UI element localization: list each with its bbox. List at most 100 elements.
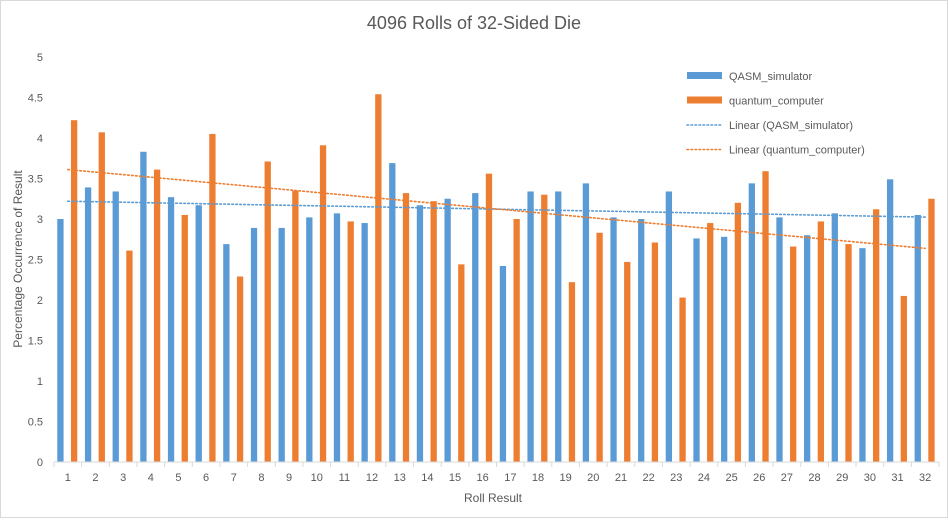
x-tick-label: 8 bbox=[258, 472, 264, 484]
legend-label: QASM_simulator bbox=[729, 71, 812, 83]
bar-quantum-computer-26 bbox=[762, 171, 769, 462]
x-tick-label: 25 bbox=[725, 472, 737, 484]
x-tick-label: 30 bbox=[864, 472, 876, 484]
legend-swatch-quantum-computer bbox=[687, 96, 722, 104]
bar-QASM-simulator-15 bbox=[444, 198, 451, 462]
legend: QASM_simulator quantum_computer Linear (QA… bbox=[686, 71, 865, 157]
bar-quantum-computer-6 bbox=[209, 133, 216, 462]
x-tick-label: 16 bbox=[477, 472, 489, 484]
bar-QASM-simulator-20 bbox=[582, 183, 590, 463]
x-tick-label: 15 bbox=[449, 472, 461, 484]
chart-title: 4096 Rolls of 32-Sided Die bbox=[367, 13, 581, 33]
bar-quantum-computer-3 bbox=[126, 250, 133, 462]
y-tick-label: 1 bbox=[37, 376, 43, 388]
x-tick-label: 19 bbox=[560, 472, 572, 484]
bar-QASM-simulator-11 bbox=[333, 213, 341, 462]
bar-QASM-simulator-17 bbox=[499, 265, 507, 462]
bar-quantum-computer-10 bbox=[319, 145, 327, 463]
bar-quantum-computer-18 bbox=[541, 194, 548, 462]
bar-QASM-simulator-9 bbox=[278, 227, 285, 462]
x-tick-label: 28 bbox=[808, 472, 820, 484]
x-tick-label: 4 bbox=[148, 472, 154, 484]
bar-quantum-computer-23 bbox=[679, 297, 686, 462]
bar-QASM-simulator-5 bbox=[167, 197, 175, 462]
x-tick-label: 27 bbox=[781, 472, 793, 484]
x-tick-label: 22 bbox=[642, 472, 654, 484]
bar-quantum-computer-11 bbox=[347, 221, 354, 462]
x-tick-label: 1 bbox=[65, 472, 71, 484]
bar-QASM-simulator-12 bbox=[361, 223, 368, 462]
bar-quantum-computer-15 bbox=[458, 264, 465, 462]
bar-quantum-computer-17 bbox=[513, 219, 520, 462]
bar-QASM-simulator-28 bbox=[803, 235, 811, 462]
bar-quantum-computer-30 bbox=[873, 209, 880, 462]
bar-QASM-simulator-30 bbox=[859, 248, 866, 462]
bar-quantum-computer-27 bbox=[790, 246, 797, 462]
bar-QASM-simulator-22 bbox=[638, 219, 645, 462]
bar-quantum-computer-24 bbox=[707, 223, 714, 462]
bar-QASM-simulator-2 bbox=[84, 187, 92, 462]
bar-quantum-computer-7 bbox=[236, 276, 244, 462]
x-tick-label: 29 bbox=[836, 472, 848, 484]
y-axis-ticks: 0 0.5 1 1.5 2 2.5 3 3.5 4 4.5 5 bbox=[28, 52, 43, 469]
bar-quantum-computer-1 bbox=[70, 120, 78, 463]
x-tick-label: 12 bbox=[366, 472, 378, 484]
x-tick-label: 26 bbox=[753, 472, 765, 484]
bar-QASM-simulator-23 bbox=[665, 191, 673, 462]
bar-quantum-computer-22 bbox=[651, 242, 659, 462]
legend-label: Linear (quantum_computer) bbox=[729, 145, 865, 157]
bar-QASM-simulator-25 bbox=[721, 236, 728, 462]
legend-swatch-QASM-simulator bbox=[687, 72, 722, 79]
bar-quantum-computer-19 bbox=[568, 282, 576, 462]
bar-QASM-simulator-8 bbox=[250, 227, 258, 462]
x-tick-label: 31 bbox=[891, 472, 903, 484]
bar-quantum-computer-25 bbox=[734, 202, 742, 463]
bar-QASM-simulator-24 bbox=[693, 238, 700, 462]
bar-quantum-computer-14 bbox=[430, 201, 437, 462]
bar-QASM-simulator-26 bbox=[748, 183, 755, 463]
x-tick-label: 7 bbox=[231, 472, 237, 484]
trendline-linear-quantum-computer bbox=[67, 168, 926, 250]
x-tick-label: 13 bbox=[394, 472, 406, 484]
x-tick-label: 18 bbox=[532, 472, 544, 484]
bar-QASM-simulator-29 bbox=[831, 213, 838, 462]
bar-quantum-computer-2 bbox=[98, 132, 105, 462]
y-tick-label: 0 bbox=[37, 457, 43, 469]
bar-quantum-computer-21 bbox=[624, 261, 631, 462]
trendline-linear-qasm-simulator bbox=[67, 200, 926, 218]
x-tick-label: 20 bbox=[587, 472, 599, 484]
y-tick-label: 5 bbox=[37, 52, 43, 64]
bar-quantum-computer-20 bbox=[596, 232, 603, 462]
bar-QASM-simulator-3 bbox=[112, 191, 119, 462]
x-tick-label: 14 bbox=[421, 472, 433, 484]
y-tick-label: 1.5 bbox=[28, 336, 43, 348]
x-tick-label: 11 bbox=[339, 472, 350, 484]
x-axis-ticks: 1 2 3 4 5 6 7 8 9 10 11 12 13 14 15 16 17 18 19 20 21 22 23 24 2… bbox=[53, 462, 940, 484]
bar-quantum-computer-32 bbox=[928, 198, 935, 462]
bar-QASM-simulator-27 bbox=[776, 217, 783, 462]
y-tick-label: 2.5 bbox=[28, 255, 43, 267]
bar-quantum-computer-4 bbox=[153, 169, 161, 462]
y-tick-label: 0.5 bbox=[28, 417, 43, 429]
bar-QASM-simulator-19 bbox=[555, 191, 562, 462]
bar-QASM-simulator-18 bbox=[527, 191, 534, 462]
bar-quantum-computer-16 bbox=[485, 173, 493, 462]
y-tick-label: 3 bbox=[37, 214, 43, 226]
bar-quantum-computer-28 bbox=[817, 221, 824, 462]
x-tick-label: 2 bbox=[92, 472, 98, 484]
bar-QASM-simulator-10 bbox=[306, 217, 313, 462]
x-tick-label: 32 bbox=[919, 472, 931, 484]
bar-QASM-simulator-7 bbox=[223, 244, 230, 462]
bar-QASM-simulator-1 bbox=[57, 219, 64, 462]
x-tick-label: 10 bbox=[311, 472, 323, 484]
y-tick-label: 2 bbox=[37, 295, 43, 307]
bar-QASM-simulator-6 bbox=[195, 205, 202, 463]
x-tick-label: 24 bbox=[698, 472, 710, 484]
bar-quantum-computer-31 bbox=[900, 295, 907, 462]
bar-QASM-simulator-21 bbox=[610, 217, 617, 462]
bar-QASM-simulator-31 bbox=[886, 179, 894, 462]
x-tick-label: 23 bbox=[670, 472, 682, 484]
bar-QASM-simulator-16 bbox=[472, 193, 479, 462]
